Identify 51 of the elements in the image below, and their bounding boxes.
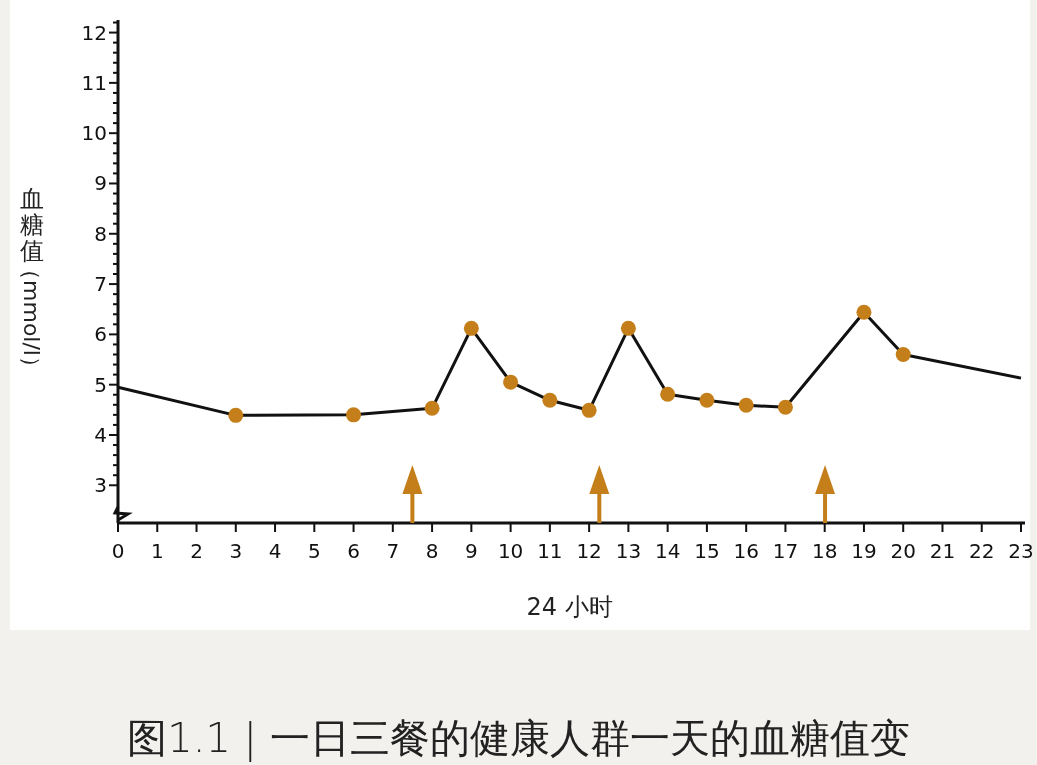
x-tick-label: 3 xyxy=(229,539,243,563)
x-tick-label: 21 xyxy=(929,539,956,563)
point xyxy=(738,397,754,413)
x-tick-label: 20 xyxy=(890,539,916,563)
y-tick-label: 8 xyxy=(94,221,107,246)
x-tick-label: 7 xyxy=(386,539,400,563)
x-tick-label: 1 xyxy=(150,539,164,563)
y-tick-label: 6 xyxy=(94,322,107,347)
y-axis-title-group: 血糖值（mmol/l） xyxy=(19,185,45,378)
point xyxy=(424,400,440,416)
y-tick-label: 9 xyxy=(94,171,107,196)
point xyxy=(346,407,362,423)
point xyxy=(542,392,558,408)
point xyxy=(620,320,636,336)
x-tick-label: 14 xyxy=(654,539,681,563)
x-tick-label: 15 xyxy=(694,539,720,563)
y-tick-label: 10 xyxy=(81,121,107,146)
y-tick-label: 7 xyxy=(94,272,107,297)
y-tick-label: 4 xyxy=(94,422,107,447)
x-tick-label: 10 xyxy=(497,539,524,563)
x-tick-label: 17 xyxy=(772,539,799,563)
point xyxy=(856,304,872,320)
x-tick-label: 0 xyxy=(111,539,125,563)
x-tick-label: 19 xyxy=(851,539,877,563)
x-axis-title: 24 小时 xyxy=(526,593,613,621)
point xyxy=(699,392,715,408)
point xyxy=(895,347,911,362)
x-tick-label: 18 xyxy=(811,539,838,563)
x-tick-label: 6 xyxy=(347,539,360,563)
point xyxy=(581,402,597,418)
x-tick-label: 9 xyxy=(464,539,478,563)
x-tick-label: 4 xyxy=(268,539,282,563)
point xyxy=(660,386,676,402)
y-tick-label: 11 xyxy=(81,70,107,95)
x-tick-label: 12 xyxy=(576,539,602,563)
point xyxy=(777,399,793,415)
y-tick-label: 3 xyxy=(94,473,107,498)
y-tick-label: 5 xyxy=(94,372,107,397)
point xyxy=(228,407,244,423)
x-tick-label: 2 xyxy=(190,539,203,563)
x-tick-label: 8 xyxy=(425,539,439,563)
point xyxy=(503,374,519,390)
x-tick-label: 23 xyxy=(1008,539,1034,563)
x-tick-label: 16 xyxy=(733,539,759,563)
text: 图1.1 | 一日三餐的健康人群一天的血糖值变 xyxy=(127,715,910,762)
point xyxy=(463,320,479,336)
x-tick-label: 22 xyxy=(969,539,995,563)
x-tick-label: 5 xyxy=(307,539,321,563)
y-tick-label: 12 xyxy=(81,20,107,45)
x-tick-label: 13 xyxy=(615,539,642,563)
x-tick-label: 11 xyxy=(537,539,563,563)
